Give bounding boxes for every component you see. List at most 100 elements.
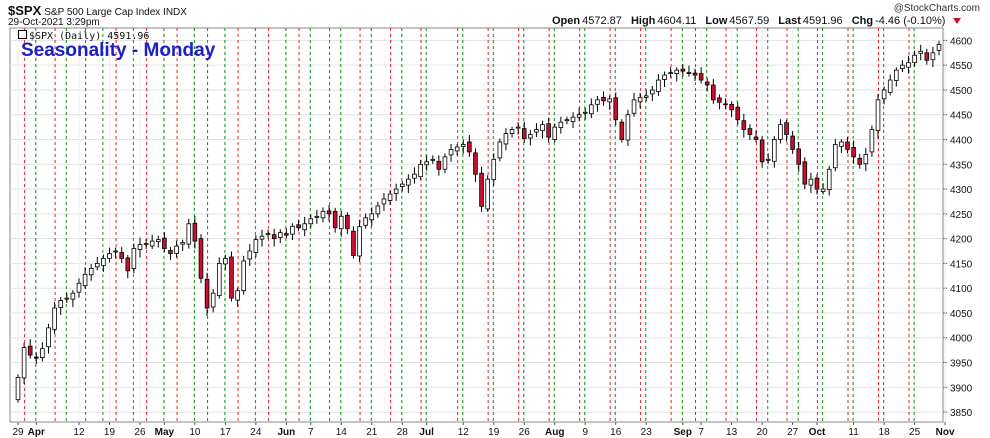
candle-body — [851, 147, 856, 158]
candle-body — [875, 99, 881, 131]
chart-title: Seasonality - Monday — [21, 40, 216, 61]
y-tick-label: 3850 — [950, 408, 973, 419]
candle-body — [656, 79, 661, 92]
high-value: 4604.11 — [657, 15, 697, 27]
x-tick-label: 16 — [610, 427, 622, 438]
candle-body — [833, 144, 838, 169]
x-tick-label: 19 — [104, 427, 116, 438]
candle-body — [826, 168, 832, 190]
x-tick-label: Nov — [936, 427, 955, 438]
x-tick-label: 12 — [458, 427, 470, 438]
candle-body — [674, 69, 680, 74]
x-tick-label: 7 — [698, 427, 704, 438]
x-tick-label: May — [155, 427, 175, 438]
candle-body — [107, 253, 112, 259]
candle-body — [729, 103, 734, 111]
candle-body — [534, 129, 539, 133]
candle-body — [363, 217, 368, 226]
candle-body — [454, 146, 460, 152]
candle-body — [247, 250, 253, 260]
candle-body — [314, 215, 320, 218]
candle-body — [46, 327, 51, 348]
legend-swatch — [18, 30, 27, 39]
x-tick-label: 7 — [308, 427, 314, 438]
candle-body — [387, 193, 393, 201]
candle-body — [70, 292, 76, 300]
candle-body — [924, 52, 930, 61]
candle-body — [686, 72, 692, 75]
series-legend: $SPX (Daily) 4591.96 — [18, 30, 149, 42]
candle-body — [345, 214, 350, 230]
candle-body — [149, 240, 155, 247]
candle-body — [412, 173, 417, 179]
candle-body — [113, 250, 118, 253]
candle-body — [564, 119, 570, 122]
x-tick-label: 20 — [757, 427, 769, 438]
candle-body — [491, 158, 497, 181]
candle-body — [784, 122, 789, 135]
candle-body — [839, 141, 844, 147]
candle-body — [320, 210, 326, 219]
candle-body — [101, 258, 106, 266]
candle-body — [430, 158, 436, 161]
candle-body — [930, 52, 936, 61]
candle-body — [162, 237, 167, 249]
symbol-header: $SPX S&P 500 Large Cap Index INDX — [8, 3, 187, 18]
candle-body — [180, 242, 185, 245]
chg-label: Chg — [851, 15, 874, 27]
x-tick-label: 25 — [909, 427, 921, 438]
candle-body — [125, 257, 131, 272]
candle-body — [790, 135, 795, 150]
x-tick-label: Aug — [545, 427, 564, 438]
candle-body — [637, 96, 643, 103]
y-tick-label: 3950 — [950, 359, 973, 370]
candle-body — [76, 282, 82, 293]
candle-body — [741, 120, 747, 130]
brand-watermark: @StockCharts.com — [893, 3, 980, 14]
candle-body — [308, 218, 314, 225]
candle-body — [235, 290, 240, 301]
candle-body — [601, 96, 606, 102]
candle-body — [692, 72, 698, 76]
last-label: Last — [778, 15, 801, 27]
candle-body — [338, 215, 344, 230]
candle-body — [302, 223, 307, 231]
candle-body — [894, 69, 899, 81]
candle-body — [82, 273, 88, 287]
y-tick-label: 4100 — [950, 284, 973, 295]
candle-body — [619, 121, 625, 140]
x-tick-label: 24 — [250, 427, 262, 438]
candle-body — [174, 245, 179, 254]
x-tick-label: 9 — [582, 427, 588, 438]
y-tick-label: 4550 — [950, 61, 973, 72]
candle-body — [131, 248, 137, 269]
x-tick-label: 21 — [366, 427, 378, 438]
candle-body — [503, 133, 509, 145]
candle-body — [88, 267, 94, 276]
x-tick-label: 23 — [641, 427, 653, 438]
candle-body — [631, 99, 637, 114]
candle-body — [271, 234, 277, 240]
candle-body — [277, 232, 283, 239]
candle-body — [296, 224, 301, 229]
candle-body — [765, 158, 771, 161]
candle-body — [595, 99, 600, 105]
x-tick-label: Oct — [809, 427, 826, 438]
open-value: 4572.87 — [582, 15, 622, 27]
candle-body — [186, 223, 192, 245]
candle-body — [393, 188, 399, 194]
candle-body — [58, 300, 63, 308]
candle-body — [869, 129, 875, 153]
candle-body — [570, 116, 576, 123]
candle-body — [241, 260, 246, 292]
candle-body — [643, 95, 649, 98]
candle-body — [607, 98, 612, 103]
y-tick-label: 4250 — [950, 210, 973, 221]
candle-body — [650, 89, 655, 95]
x-tick-label: Jun — [277, 427, 295, 438]
x-tick-label: 29 — [12, 427, 24, 438]
x-tick-label: 13 — [726, 427, 738, 438]
candle-body — [558, 121, 564, 129]
candle-body — [540, 124, 545, 131]
